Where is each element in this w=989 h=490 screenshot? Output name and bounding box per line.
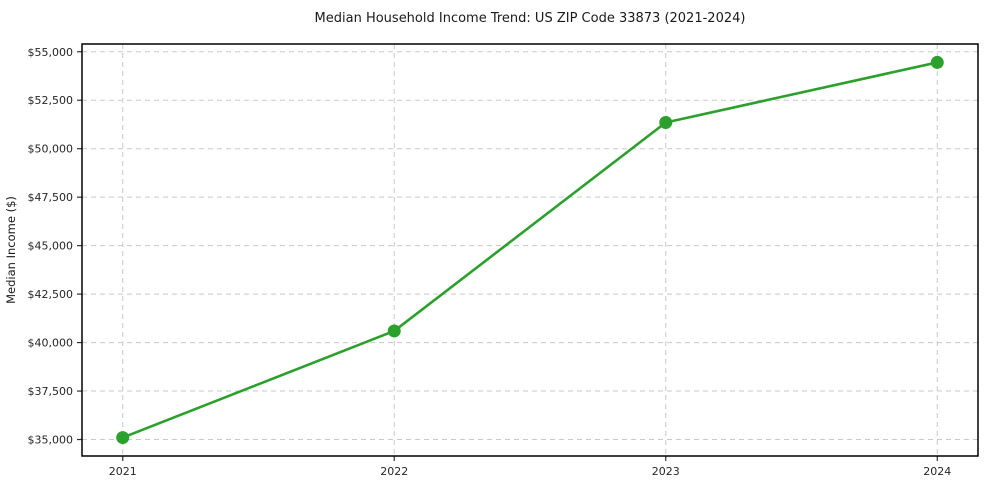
- plot-area-border: [81, 43, 979, 457]
- x-tick-label: 2023: [652, 465, 680, 478]
- x-tick-label: 2024: [923, 465, 951, 478]
- data-point-2022: [387, 324, 401, 338]
- y-axis-label: Median Income ($): [4, 196, 18, 304]
- y-tick-label: $52,500: [28, 94, 74, 107]
- y-tick-label: $55,000: [28, 46, 74, 59]
- x-tick-label: 2021: [109, 465, 137, 478]
- y-tick-label: $47,500: [28, 191, 74, 204]
- x-tick-label: 2022: [380, 465, 408, 478]
- label-layer: Median Household Income Trend: US ZIP Co…: [4, 11, 745, 304]
- income-trend-line: [121, 61, 939, 439]
- series-layer: [116, 55, 944, 445]
- data-point-2023: [659, 116, 673, 130]
- data-point-2024: [930, 55, 944, 69]
- y-tick-label: $45,000: [28, 240, 74, 253]
- tick-layer: $35,000 $37,500 $40,000 $42,500 $45,000 $47,5…: [28, 46, 952, 478]
- y-tick-label: $50,000: [28, 143, 74, 156]
- y-tick-label: $42,500: [28, 288, 74, 301]
- y-tick-label: $40,000: [28, 337, 74, 350]
- chart-title: Median Household Income Trend: US ZIP Co…: [315, 11, 746, 26]
- data-point-2021: [116, 431, 130, 445]
- y-tick-label: $35,000: [28, 434, 74, 447]
- y-tick-label: $37,500: [28, 385, 74, 398]
- grid-layer: [82, 44, 978, 456]
